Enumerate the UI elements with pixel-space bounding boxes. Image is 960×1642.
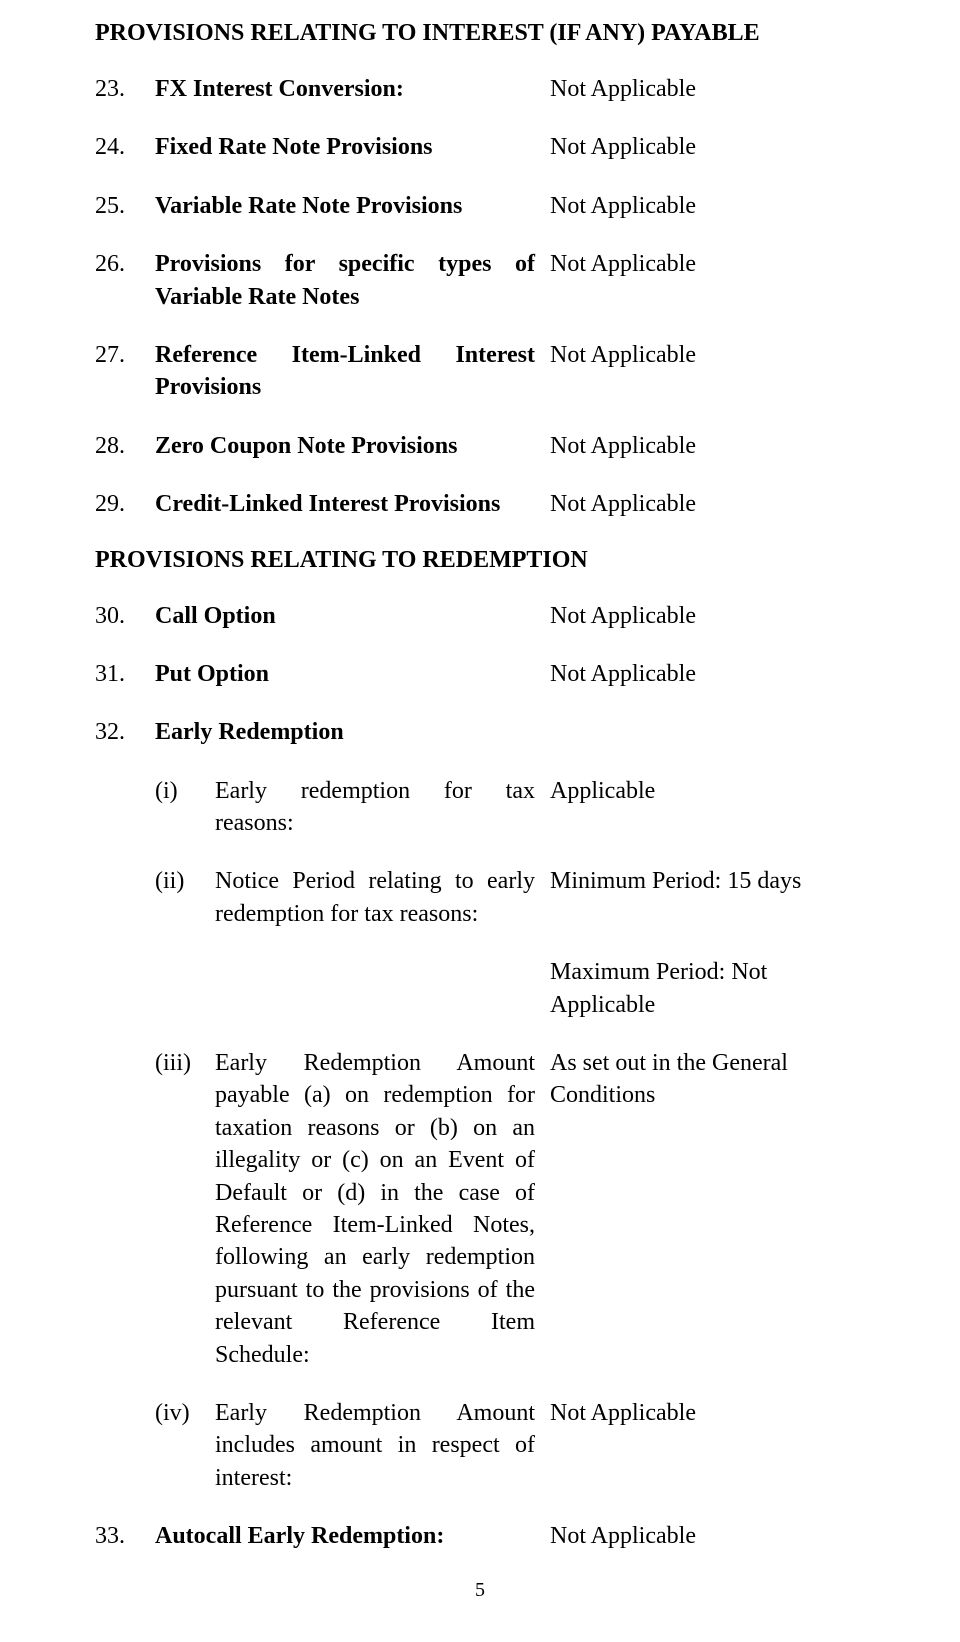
sub-item-value: Applicable	[550, 775, 865, 807]
provision-row: 28. Zero Coupon Note Provisions Not Appl…	[95, 430, 865, 462]
item-number: 30.	[95, 600, 155, 632]
item-value: Not Applicable	[550, 190, 865, 222]
item-label: Variable Rate Note Provisions	[155, 190, 550, 222]
item-number: 29.	[95, 488, 155, 520]
item-number: 23.	[95, 73, 155, 105]
provision-row: 23. FX Interest Conversion: Not Applicab…	[95, 73, 865, 105]
sub-item-roman: (iii)	[155, 1047, 215, 1079]
document-page: PROVISIONS RELATING TO INTEREST (IF ANY)…	[0, 0, 960, 1642]
sub-item-label: Notice Period relating to early redempti…	[215, 865, 550, 930]
item-value: Not Applicable	[550, 339, 865, 371]
provision-row: 24. Fixed Rate Note Provisions Not Appli…	[95, 131, 865, 163]
item-label: Zero Coupon Note Provisions	[155, 430, 550, 462]
item-number: 27.	[95, 339, 155, 371]
section-heading-interest: PROVISIONS RELATING TO INTEREST (IF ANY)…	[95, 20, 865, 47]
item-number: 31.	[95, 658, 155, 690]
item-value: Not Applicable	[550, 73, 865, 105]
sub-item-value: As set out in the General Conditions	[550, 1047, 865, 1112]
item-label: Put Option	[155, 658, 550, 690]
item-number: 28.	[95, 430, 155, 462]
item-number: 24.	[95, 131, 155, 163]
provision-row: 33. Autocall Early Redemption: Not Appli…	[95, 1520, 865, 1552]
sub-item-label: Early redemption for tax reasons:	[215, 775, 550, 840]
sub-item-value: Not Applicable	[550, 1397, 865, 1429]
provision-row: 31. Put Option Not Applicable	[95, 658, 865, 690]
sub-item-label: Early Redemption Amount payable (a) on r…	[215, 1047, 550, 1371]
item-value: Not Applicable	[550, 131, 865, 163]
sub-item-label: Early Redemption Amount includes amount …	[215, 1397, 550, 1494]
item-label: Fixed Rate Note Provisions	[155, 131, 550, 163]
item-label: FX Interest Conversion:	[155, 73, 550, 105]
sub-provision-row: (iii) Early Redemption Amount payable (a…	[95, 1047, 865, 1371]
item-label: Provisions for specific types of Variabl…	[155, 248, 550, 313]
item-value: Not Applicable	[550, 1520, 865, 1552]
item-label: Early Redemption	[155, 716, 359, 748]
item-value: Not Applicable	[550, 600, 865, 632]
sub-provision-row: (i) Early redemption for tax reasons: Ap…	[95, 775, 865, 840]
sub-item-value: Minimum Period: 15 days	[550, 865, 865, 897]
provision-row: 25. Variable Rate Note Provisions Not Ap…	[95, 190, 865, 222]
item-value: Not Applicable	[550, 488, 865, 520]
provision-row: 26. Provisions for specific types of Var…	[95, 248, 865, 313]
sub-item-roman: (ii)	[155, 865, 215, 897]
item-number: 25.	[95, 190, 155, 222]
item-number: 32.	[95, 716, 155, 748]
item-value: Not Applicable	[550, 248, 865, 280]
item-number: 33.	[95, 1520, 155, 1552]
item-label: Autocall Early Redemption:	[155, 1520, 550, 1552]
item-number: 26.	[95, 248, 155, 280]
sub-provision-row: (ii) Notice Period relating to early red…	[95, 865, 865, 930]
provision-row: 30. Call Option Not Applicable	[95, 600, 865, 632]
item-value: Not Applicable	[550, 430, 865, 462]
provision-row: 29. Credit-Linked Interest Provisions No…	[95, 488, 865, 520]
section-heading-redemption: PROVISIONS RELATING TO REDEMPTION	[95, 547, 865, 574]
item-label: Call Option	[155, 600, 550, 632]
provision-row: 27. Reference Item-Linked Interest Provi…	[95, 339, 865, 404]
item-value: Not Applicable	[550, 658, 865, 690]
sub-provision-row: (iv) Early Redemption Amount includes am…	[95, 1397, 865, 1494]
page-number: 5	[95, 1579, 865, 1602]
extra-value: Maximum Period: Not Applicable	[550, 956, 865, 1021]
item-label: Reference Item-Linked Interest Provision…	[155, 339, 550, 404]
sub-item-roman: (i)	[155, 775, 215, 807]
extra-value-row: Maximum Period: Not Applicable	[95, 956, 865, 1021]
sub-item-roman: (iv)	[155, 1397, 215, 1429]
provision-row: 32. Early Redemption	[95, 716, 865, 748]
item-label: Credit-Linked Interest Provisions	[155, 488, 550, 520]
